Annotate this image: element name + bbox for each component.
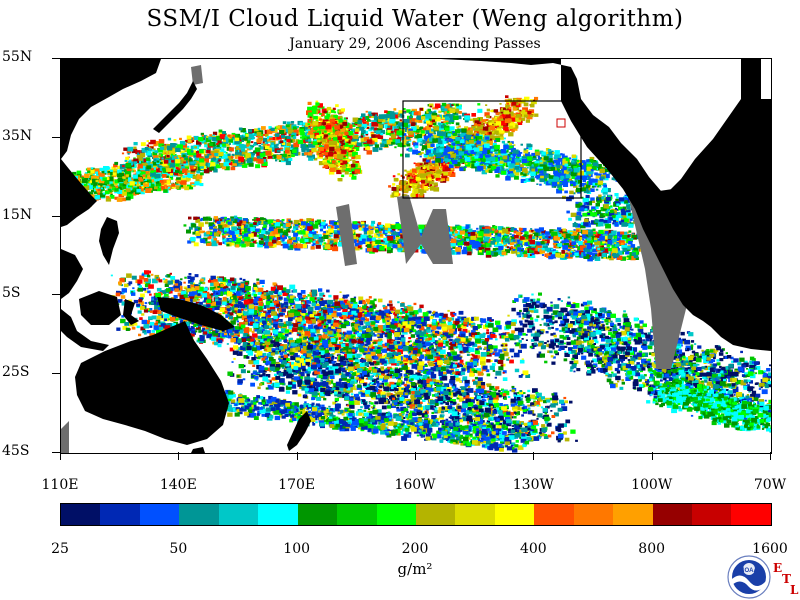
land-philippines	[99, 217, 119, 265]
land-central-america	[659, 189, 697, 219]
colorbar-swatch	[61, 504, 101, 525]
map-subtitle: January 29, 2006 Ascending Passes	[289, 36, 541, 52]
latitude-label: 5S	[2, 285, 21, 302]
colorbar-tick-label: 1600	[752, 541, 788, 557]
land-north-america	[441, 59, 771, 351]
longitude-tick	[770, 452, 771, 460]
land-new-zealand	[287, 411, 311, 451]
region-box-northeast-pacific	[402, 100, 582, 199]
latitude-label: 35N	[2, 127, 33, 144]
latitude-tick	[52, 373, 60, 375]
longitude-label: 100W	[631, 477, 673, 493]
land-new-guinea	[157, 297, 235, 331]
longitude-label: 160W	[394, 477, 436, 493]
region-box-small-marker	[556, 118, 566, 128]
colorbar-swatch	[613, 504, 653, 525]
colorbar-swatch	[139, 504, 180, 525]
colorbar-tick-label: 50	[169, 541, 188, 557]
latitude-label: 25S	[2, 364, 30, 381]
land-masses	[61, 59, 771, 453]
units-label: g/m²	[397, 560, 433, 578]
colorbar-swatch	[455, 504, 495, 525]
latitude-label: 45S	[2, 443, 30, 459]
colorbar-swatch	[652, 504, 692, 525]
colorbar-swatch	[731, 504, 771, 525]
longitude-tick	[533, 452, 535, 460]
latitude-tick	[52, 58, 60, 59]
colorbar	[60, 503, 772, 526]
colorbar-swatch	[297, 504, 338, 525]
missing-swath-1	[61, 421, 69, 453]
longitude-tick	[651, 452, 653, 460]
etl-letter-l: L	[790, 583, 799, 597]
etl-letter-e: E	[773, 561, 783, 575]
longitude-tick	[60, 452, 61, 460]
longitude-tick	[178, 452, 180, 460]
land-japan	[153, 81, 197, 133]
latitude-tick	[52, 215, 60, 217]
latitude-tick	[52, 136, 60, 138]
land-china-coast	[61, 159, 97, 227]
land-australia	[75, 321, 229, 445]
longitude-label: 130W	[512, 477, 554, 493]
map-title: SSM/I Cloud Liquid Water (Weng algorithm…	[146, 6, 684, 32]
colorbar-swatch	[692, 504, 732, 525]
latitude-tick	[52, 294, 60, 296]
colorbar-tick-label: 200	[401, 541, 429, 557]
colorbar-swatch	[573, 504, 614, 525]
missing-data-swath-gaps	[61, 65, 693, 453]
colorbar-swatch	[337, 504, 377, 525]
land-borneo	[79, 291, 121, 325]
colorbar-swatch	[494, 504, 535, 525]
longitude-tick	[415, 452, 416, 460]
white-sea-north	[761, 59, 771, 99]
missing-swath-3	[397, 195, 453, 264]
colorbar-tick-label: 25	[51, 541, 69, 557]
colorbar-swatch	[415, 504, 456, 525]
longitude-label: 70W	[753, 477, 787, 493]
missing-swath-4	[629, 197, 693, 369]
map-panel	[60, 58, 772, 454]
land-florida-cuba	[725, 163, 761, 191]
land-sumatra-java	[61, 309, 109, 351]
clear-region-hudson	[761, 59, 771, 99]
colorbar-tick-label: 100	[283, 541, 311, 557]
colorbar-swatch	[179, 504, 219, 525]
cloud-liquid-water-map	[61, 59, 771, 453]
noaa-logo-icon: NOAA	[727, 555, 771, 599]
colorbar-tick-label: 800	[638, 541, 666, 557]
land-tasmania	[191, 447, 205, 453]
land-indochina	[61, 249, 83, 299]
longitude-label: 170E	[278, 477, 316, 493]
latitude-label: 15N	[2, 206, 33, 223]
land-sulawesi	[123, 299, 139, 325]
latitude-label: 55N	[2, 49, 33, 65]
colorbar-swatch	[376, 504, 416, 525]
colorbar-swatch	[218, 504, 259, 525]
colorbar-swatch	[534, 504, 574, 525]
longitude-label: 110E	[41, 477, 79, 493]
etl-letter-t: T	[782, 572, 791, 586]
colorbar-swatch	[258, 504, 298, 525]
colorbar-swatch	[100, 504, 140, 525]
longitude-label: 140E	[159, 477, 197, 493]
missing-swath-5	[191, 65, 203, 85]
missing-swath-2	[336, 204, 357, 266]
latitude-tick	[52, 452, 60, 453]
longitude-tick	[296, 452, 298, 460]
colorbar-tick-label: 400	[519, 541, 547, 557]
land-asia-north	[61, 59, 161, 159]
